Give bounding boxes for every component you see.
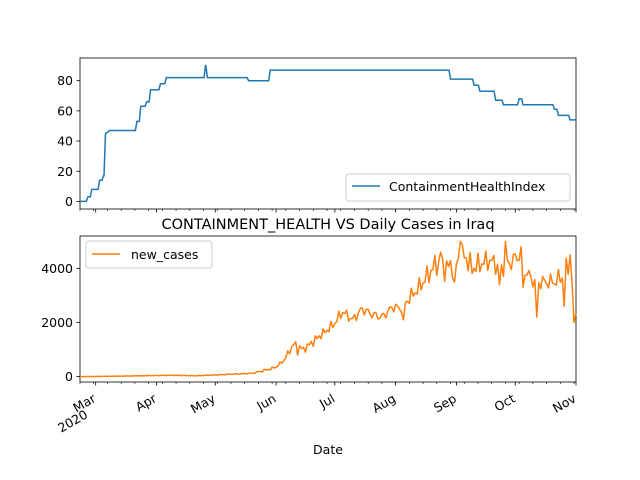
containment-x-ticks [79,209,577,213]
new-cases-axes-frame [79,235,577,383]
y-tick-label: 2000 [41,315,73,330]
y-tick-label: 80 [57,73,73,88]
new-cases-line [80,240,577,378]
containment-health-line [80,64,576,203]
containment-y-ticks: 0 20 40 60 80 [57,73,80,209]
y-tick-label: 4000 [41,261,73,276]
chart-title: CONTAINMENT_HEALTH VS Daily Cases in Ira… [161,217,494,233]
new-cases-legend-box [85,240,213,269]
containment-axes: 0 20 40 60 80 ContainmentHealthIndex [57,57,577,213]
y-tick-label: 20 [57,164,73,179]
y-tick-label: 0 [65,369,73,384]
containment-legend: ContainmentHealthIndex [345,173,571,202]
new-cases-legend: new_cases [85,240,213,269]
containment-legend-box [345,173,571,202]
x-axis-label: Date [313,442,343,457]
y-tick-label: 60 [57,103,73,118]
y-tick-label: 0 [65,194,73,209]
new-cases-y-ticks: 0 2000 4000 [41,261,80,384]
y-tick-label: 40 [57,134,73,149]
x-tick-label: Jul [316,391,337,412]
containment-axes-frame [79,57,577,210]
containment-legend-label: ContainmentHealthIndex [389,179,545,194]
new-cases-legend-label: new_cases [131,247,198,262]
